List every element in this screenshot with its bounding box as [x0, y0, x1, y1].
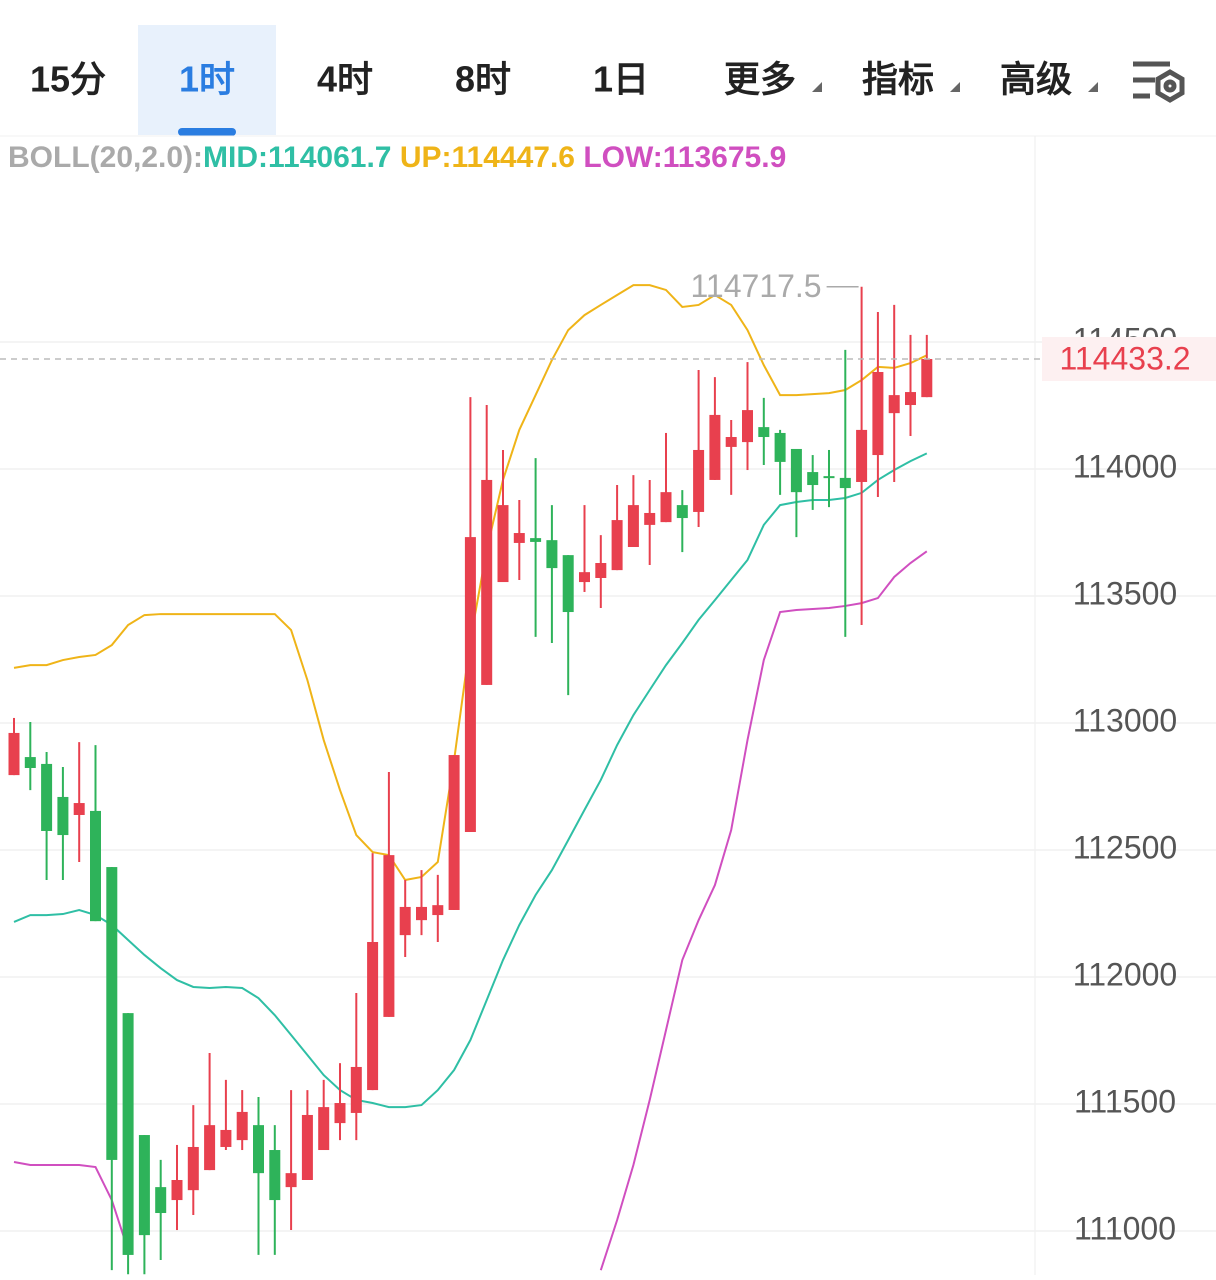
candle-body [497, 505, 509, 583]
candle-body [269, 1150, 281, 1201]
band-line [13, 550, 928, 1271]
legend-value: 113675.9 [663, 141, 786, 174]
candle-body [644, 512, 656, 525]
legend-value: 114447.6 [452, 141, 575, 174]
y-tick-label: 113000 [1073, 702, 1177, 738]
tab[interactable]: 15分 [30, 59, 106, 100]
price-label-bg [1042, 336, 1216, 381]
active-tab-bg [138, 25, 276, 135]
candle-body [122, 1013, 134, 1255]
candle-body [579, 572, 590, 583]
legend-value: 114061.7 [268, 141, 391, 174]
candle-body [905, 392, 916, 406]
legend-name: UP: [400, 141, 452, 174]
candle-body [367, 941, 379, 1091]
candle-body [106, 867, 118, 1160]
legend-name: LOW: [583, 141, 662, 174]
candle-body [41, 763, 53, 831]
indicator-name: BOLL(20,2.0): [8, 141, 203, 174]
candle-body [301, 1114, 313, 1180]
dropdown-caret [812, 82, 822, 92]
candle-body [546, 540, 558, 569]
dropdown-caret [1088, 82, 1098, 92]
candle-body [285, 1173, 297, 1188]
candle-body [742, 410, 753, 443]
candle-body [562, 555, 574, 613]
tab[interactable]: 8时 [455, 59, 511, 100]
candle-body [399, 906, 411, 936]
candle-body [627, 505, 639, 548]
candle-body [73, 803, 85, 815]
active-tab-indicator [178, 128, 236, 136]
candle-body [334, 1103, 346, 1124]
candle-body [921, 358, 933, 398]
tab[interactable]: 更多 [724, 59, 796, 100]
legend-name: MID: [203, 141, 268, 174]
candle-body [236, 1111, 248, 1141]
max-label: 114717.5 [691, 268, 822, 304]
candle-body [676, 505, 688, 519]
candle-body [856, 429, 868, 482]
candle-body [204, 1125, 216, 1171]
candle-body [693, 449, 705, 512]
tab[interactable]: 4时 [317, 59, 373, 100]
candle-body [595, 563, 607, 578]
candle-body [725, 437, 737, 447]
candle-body [318, 1107, 330, 1151]
candle-body [138, 1135, 150, 1236]
candle-body [187, 1146, 199, 1191]
candle-body [839, 477, 851, 489]
candle-body [774, 432, 786, 462]
candle-body [8, 732, 20, 776]
candle-body [432, 905, 444, 916]
tab[interactable]: 1日 [593, 59, 649, 100]
candle-body [90, 810, 101, 922]
candle-body [823, 476, 835, 479]
y-tick-label: 114000 [1073, 448, 1177, 484]
candle-body [24, 757, 36, 768]
y-tick-label: 112000 [1073, 956, 1177, 992]
y-tick-label: 113500 [1073, 575, 1177, 611]
indicator-legend: BOLL(20,2.0):MID:114061.7 UP:114447.6 LO… [8, 141, 786, 174]
tab[interactable]: 高级 [1000, 59, 1072, 100]
candle-body [253, 1125, 264, 1174]
tab[interactable]: 1时 [179, 59, 235, 100]
y-tick-label: 111000 [1074, 1211, 1176, 1247]
candle-body [448, 755, 460, 910]
candle-body [171, 1180, 183, 1201]
candle-body [57, 796, 69, 836]
candle-body [155, 1187, 167, 1214]
candle-body [481, 479, 493, 685]
candle-body [611, 520, 623, 571]
candle-body [660, 492, 672, 523]
tab[interactable]: 指标 [862, 59, 934, 100]
y-tick-label: 112500 [1073, 829, 1177, 865]
candle-body [383, 855, 395, 1017]
dropdown-caret [950, 82, 960, 92]
candle-body [872, 371, 884, 456]
price-label: 114433.2 [1059, 340, 1190, 376]
candle-body [758, 427, 770, 438]
band-line [13, 452, 928, 1109]
y-tick-label: 111500 [1074, 1084, 1176, 1120]
candle-body [888, 395, 900, 414]
candle-body [350, 1066, 362, 1113]
candle-body [464, 537, 476, 833]
candle-body [790, 448, 802, 493]
candle-body [220, 1129, 232, 1147]
candle-body [807, 472, 819, 486]
candle-body [513, 533, 525, 543]
candle-body [530, 538, 542, 542]
candle-body [709, 414, 721, 480]
settings-icon[interactable] [1133, 61, 1185, 103]
candle-body [416, 906, 427, 921]
